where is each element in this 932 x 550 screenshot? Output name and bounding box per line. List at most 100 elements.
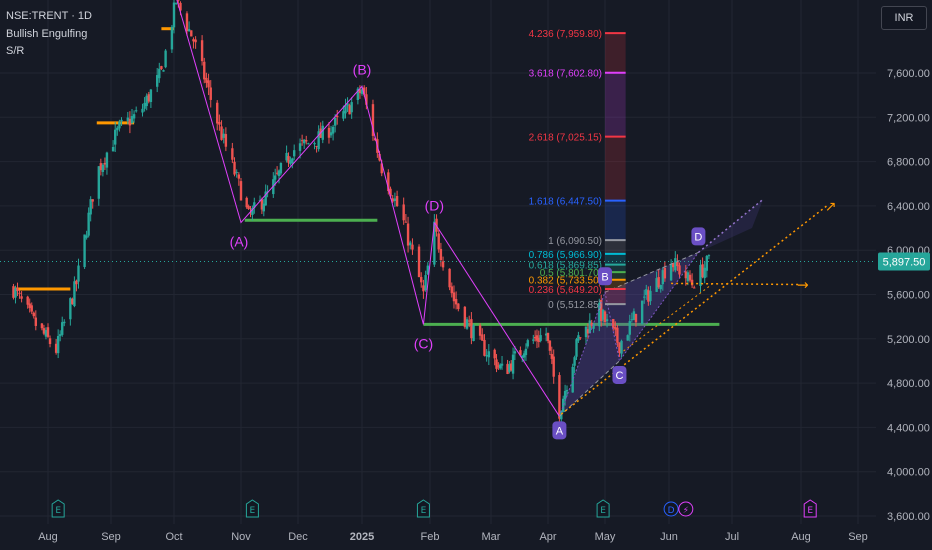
candle-body bbox=[628, 321, 631, 335]
candle-body bbox=[614, 327, 617, 330]
candle-body bbox=[56, 336, 60, 354]
symbol-title[interactable]: NSE:TRENT · 1D bbox=[6, 10, 92, 22]
candle-body bbox=[147, 94, 150, 102]
y-tick-label: 4,800.00 bbox=[887, 378, 930, 390]
x-tick-label: Oct bbox=[165, 531, 182, 543]
candle-body bbox=[207, 80, 210, 88]
candle-body bbox=[203, 61, 206, 80]
candle-body bbox=[634, 313, 638, 323]
event-markers[interactable]: E E E E D ⚡ E bbox=[51, 499, 817, 518]
event-marker-label: D bbox=[668, 506, 675, 516]
candle-body bbox=[285, 152, 288, 161]
x-tick-label: Sep bbox=[848, 531, 868, 543]
candle-body bbox=[532, 339, 535, 341]
candle-body bbox=[69, 298, 72, 320]
candle-body bbox=[495, 359, 498, 369]
harmonic-old-label: (A) bbox=[230, 234, 249, 250]
candle-body bbox=[231, 148, 234, 160]
candlestick-series bbox=[12, 0, 711, 425]
y-tick-label: 7,600.00 bbox=[887, 68, 930, 80]
candle-body bbox=[194, 39, 197, 43]
candle-body bbox=[521, 355, 524, 358]
candle-body bbox=[128, 118, 132, 126]
candle-body bbox=[404, 221, 408, 223]
candle-body bbox=[465, 319, 469, 329]
harmonic-new-bd bbox=[604, 251, 699, 293]
candle-body bbox=[91, 199, 94, 202]
candle-body bbox=[433, 221, 436, 265]
candle-body bbox=[75, 280, 78, 285]
candle-body bbox=[289, 160, 292, 164]
candle-body bbox=[450, 286, 453, 294]
candle-body bbox=[277, 170, 281, 177]
fib-band bbox=[605, 272, 626, 280]
candle-body bbox=[647, 290, 650, 302]
candle-body bbox=[224, 134, 228, 147]
currency-button[interactable]: INR bbox=[881, 6, 927, 30]
candle-body bbox=[279, 162, 283, 174]
candle-body bbox=[601, 309, 605, 320]
fib-level-label: 0.618 (5,869.85) bbox=[529, 261, 602, 272]
candle-body bbox=[645, 289, 648, 296]
candle-body bbox=[409, 242, 412, 246]
candle-body bbox=[156, 75, 159, 87]
fib-level-label: 0.236 (5,649.20) bbox=[529, 285, 602, 296]
indicator-bullish-engulfing[interactable]: Bullish Engulfing bbox=[6, 28, 88, 40]
candle-body bbox=[239, 181, 243, 201]
candle-body bbox=[192, 39, 195, 42]
candle-body bbox=[30, 305, 33, 312]
x-tick-label: Dec bbox=[288, 531, 308, 543]
candle-body bbox=[577, 335, 580, 341]
candle-body bbox=[103, 162, 107, 165]
candle-body bbox=[346, 103, 349, 106]
candle-body bbox=[417, 246, 421, 278]
candle-body bbox=[293, 150, 296, 157]
candle-body bbox=[365, 94, 368, 105]
candle-body bbox=[483, 339, 486, 356]
candle-body bbox=[300, 140, 304, 142]
candle-body bbox=[247, 205, 250, 210]
candle-body bbox=[643, 296, 646, 298]
candle-body bbox=[118, 121, 121, 129]
candle-body bbox=[448, 268, 451, 288]
candle-body bbox=[508, 364, 511, 372]
candle-body bbox=[513, 351, 517, 354]
candle-body bbox=[620, 340, 623, 354]
price-axis[interactable]: 7,600.007,200.006,800.006,400.006,000.00… bbox=[887, 68, 930, 523]
candle-body bbox=[535, 335, 539, 341]
harmonic-new-label: D bbox=[694, 231, 702, 243]
candle-body bbox=[661, 270, 665, 285]
candle-body bbox=[439, 248, 443, 261]
candle-body bbox=[264, 191, 267, 206]
x-tick-label: Feb bbox=[421, 531, 440, 543]
candle-body bbox=[185, 13, 189, 32]
candle-body bbox=[315, 145, 318, 147]
fib-band bbox=[605, 240, 626, 254]
harmonic-new-label: B bbox=[601, 271, 608, 283]
candle-body bbox=[336, 115, 339, 118]
x-tick-label: 2025 bbox=[350, 531, 374, 543]
candle-body bbox=[20, 296, 23, 299]
indicator-sr[interactable]: S/R bbox=[6, 45, 25, 57]
candle-body bbox=[688, 274, 692, 281]
fib-band bbox=[605, 253, 626, 265]
event-marker-label: ⚡ bbox=[683, 506, 689, 516]
candle-body bbox=[640, 300, 644, 325]
candle-body bbox=[251, 208, 254, 215]
candle-body bbox=[42, 328, 46, 334]
event-marker-label: E bbox=[55, 506, 61, 516]
x-tick-label: Jul bbox=[725, 531, 739, 543]
fib-level-label: 0.382 (5,733.50) bbox=[529, 276, 602, 287]
candle-body bbox=[313, 142, 316, 145]
harmonic-old-label: (B) bbox=[353, 61, 372, 77]
event-marker bbox=[678, 501, 694, 517]
time-axis[interactable]: Aug Sep Oct Nov Dec 2025 Feb Mar Apr May Jun Jul Aug… bbox=[38, 531, 868, 543]
candle-body bbox=[657, 277, 660, 288]
candle-body bbox=[85, 235, 88, 238]
y-tick-label: 7,200.00 bbox=[887, 112, 930, 124]
candle-body bbox=[524, 348, 528, 356]
candle-body bbox=[149, 89, 153, 102]
candle-body bbox=[249, 212, 252, 214]
